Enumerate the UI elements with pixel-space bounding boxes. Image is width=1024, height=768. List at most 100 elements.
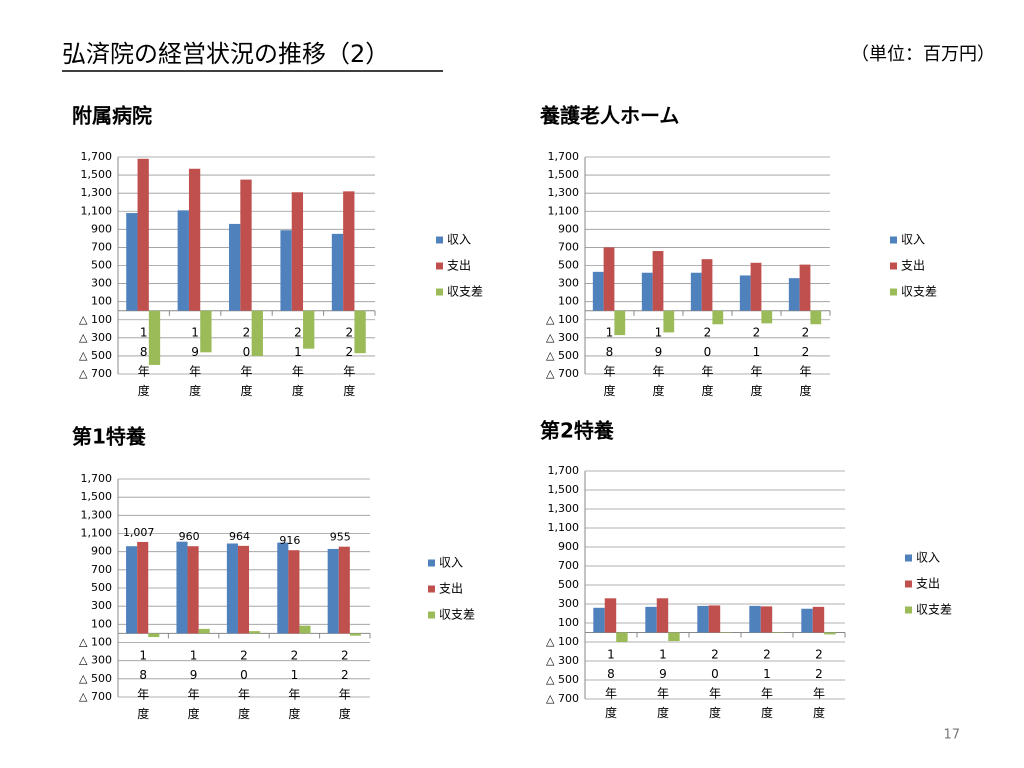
bar xyxy=(614,310,626,336)
legend-swatch xyxy=(436,262,443,270)
bar xyxy=(739,275,751,311)
y-tick-label: 1,300 xyxy=(81,186,113,199)
chart-title: 養護老人ホーム xyxy=(539,104,679,128)
legend-swatch xyxy=(428,611,435,619)
y-tick-label: 500 xyxy=(91,259,112,272)
bar xyxy=(788,278,800,311)
y-tick-label: 1,300 xyxy=(81,508,113,521)
x-tick-label: 2 0 年度 xyxy=(238,648,250,721)
bar xyxy=(338,546,350,634)
y-tick-label: 700 xyxy=(91,563,112,576)
bar xyxy=(697,605,709,633)
bar xyxy=(349,633,361,636)
legend-label: 収入 xyxy=(901,233,925,247)
y-tick-label: △ 300 xyxy=(79,654,112,667)
bar xyxy=(126,213,138,311)
y-tick-label: 1,500 xyxy=(81,168,113,181)
bar xyxy=(712,310,724,325)
bar xyxy=(593,607,605,633)
x-tick-label: 1 8 年度 xyxy=(138,325,150,398)
bar xyxy=(148,633,160,638)
y-tick-label: 500 xyxy=(558,578,579,591)
legend-swatch xyxy=(436,288,443,296)
bar xyxy=(354,310,366,354)
legend-swatch xyxy=(890,262,897,270)
y-tick-label: △ 700 xyxy=(546,692,579,705)
chart-title: 第2特養 xyxy=(540,419,615,443)
y-tick-label: 700 xyxy=(558,559,579,572)
bar xyxy=(299,625,311,634)
x-tick-label: 1 9 年度 xyxy=(188,648,200,721)
y-tick-label: 100 xyxy=(558,295,579,308)
y-tick-label: △ 300 xyxy=(546,331,579,344)
x-tick-label: 2 2 年度 xyxy=(343,325,355,398)
legend-label: 収支差 xyxy=(901,285,937,299)
y-tick-label: 700 xyxy=(91,240,112,253)
y-tick-label: 900 xyxy=(558,222,579,235)
bar xyxy=(603,247,615,311)
x-tick-label: 2 1 年度 xyxy=(750,325,762,398)
bar xyxy=(137,541,149,634)
unit-label: （単位：百万円） xyxy=(851,44,995,65)
y-tick-label: 900 xyxy=(91,222,112,235)
x-tick-label: 2 0 年度 xyxy=(701,325,713,398)
y-tick-label: 300 xyxy=(91,277,112,290)
bar xyxy=(799,264,811,311)
slide-title: 弘済院の経営状況の推移（2） xyxy=(62,40,389,68)
y-tick-label: 1,700 xyxy=(81,472,113,485)
legend-swatch xyxy=(905,554,912,562)
bar xyxy=(177,210,189,311)
y-tick-label: 100 xyxy=(558,616,579,629)
x-tick-label: 1 9 年度 xyxy=(189,325,201,398)
bar xyxy=(240,179,252,311)
y-tick-label: △ 100 xyxy=(546,635,579,648)
bar xyxy=(701,259,713,311)
bar xyxy=(303,310,315,349)
y-tick-label: 1,100 xyxy=(548,204,580,217)
y-tick-label: △ 100 xyxy=(79,636,112,649)
bar xyxy=(824,632,836,635)
y-tick-label: 1,300 xyxy=(548,502,580,515)
x-tick-label: 2 0 年度 xyxy=(240,325,252,398)
y-tick-label: △ 500 xyxy=(546,349,579,362)
y-tick-label: 900 xyxy=(558,540,579,553)
bar xyxy=(280,230,292,311)
bar xyxy=(327,548,339,634)
y-tick-label: 1,700 xyxy=(81,150,113,163)
legend-swatch xyxy=(428,585,435,593)
bar xyxy=(750,262,762,311)
legend-label: 支出 xyxy=(901,259,925,273)
bar xyxy=(200,310,212,353)
bar xyxy=(331,233,344,311)
legend-label: 支出 xyxy=(447,259,471,273)
legend-label: 収支差 xyxy=(916,603,952,617)
bar xyxy=(229,223,241,311)
bar xyxy=(226,543,238,634)
y-tick-label: △ 100 xyxy=(546,313,579,326)
legend-swatch xyxy=(890,236,897,244)
bar xyxy=(690,272,702,311)
y-tick-label: 100 xyxy=(91,617,112,630)
legend-label: 収入 xyxy=(439,556,463,570)
y-tick-label: △ 700 xyxy=(79,690,112,703)
y-tick-label: △ 700 xyxy=(79,367,112,380)
y-tick-label: 1,100 xyxy=(81,527,113,540)
legend-label: 収支差 xyxy=(447,285,483,299)
bar xyxy=(801,608,813,633)
x-tick-label: 1 9 年度 xyxy=(652,325,664,398)
y-tick-label: △ 500 xyxy=(546,673,579,686)
y-tick-label: 1,500 xyxy=(81,490,113,503)
x-tick-label: 2 1 年度 xyxy=(288,648,300,721)
bar xyxy=(668,632,680,642)
y-tick-label: 500 xyxy=(558,259,579,272)
y-tick-label: △ 300 xyxy=(79,331,112,344)
data-label: 960 xyxy=(179,530,200,543)
bar xyxy=(148,310,161,365)
legend-swatch xyxy=(905,606,912,614)
bar xyxy=(761,310,773,324)
bar xyxy=(652,251,664,311)
y-tick-label: 1,700 xyxy=(548,150,580,163)
x-tick-label: 2 2 年度 xyxy=(339,648,351,721)
bar xyxy=(708,605,721,633)
bar xyxy=(198,628,210,634)
